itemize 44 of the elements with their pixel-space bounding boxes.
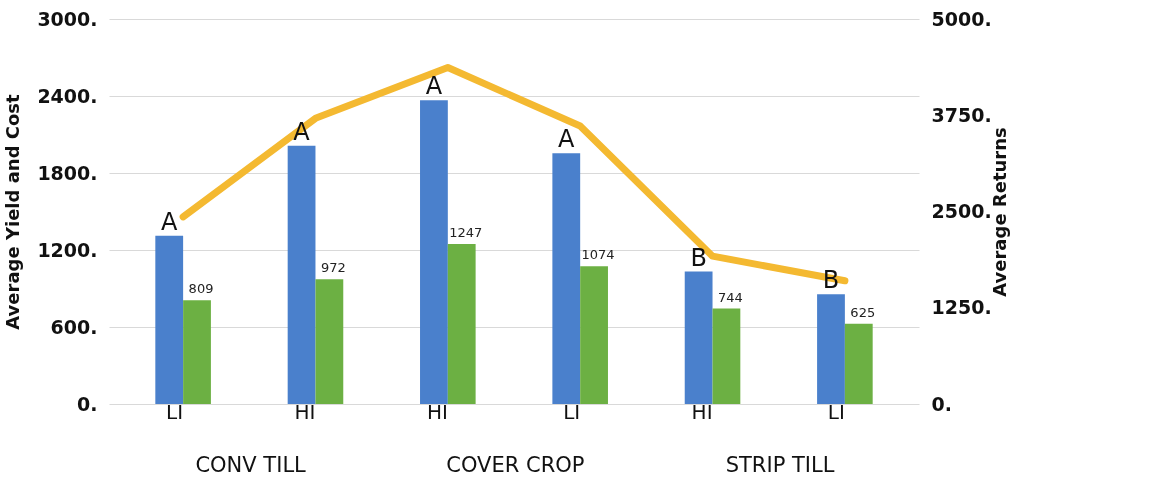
y2-tick-label: 3750.	[931, 103, 992, 126]
data-label: 809	[188, 281, 214, 297]
data-label: A	[161, 207, 179, 236]
bar	[684, 271, 713, 404]
bar	[817, 294, 845, 404]
data-label: 1247	[449, 224, 483, 240]
bar	[844, 323, 873, 404]
x-tick-label: LI	[563, 399, 581, 424]
y-tick-label: 1200.	[37, 238, 98, 261]
x-tick-label: LI	[827, 399, 845, 424]
y-tick-label: 3000.	[37, 7, 98, 30]
bar	[183, 300, 211, 404]
y-tick-label: 2400.	[37, 84, 98, 107]
y2-tick-label: 5000.	[931, 7, 992, 30]
x-tick-label: LI	[166, 399, 184, 424]
x-tick-label: HI	[691, 399, 713, 424]
data-label: B	[690, 243, 707, 272]
data-label: 1074	[581, 247, 615, 263]
text: CONV TILL	[195, 453, 307, 477]
y2-tick-label: 2500.	[931, 200, 992, 222]
y2-tick-label: 0.	[931, 392, 952, 415]
bar	[552, 153, 581, 404]
y-tick-label: 600.	[50, 315, 98, 338]
x-tick-label: HI	[294, 399, 316, 424]
y-axis-title: Average Yield and Cost	[2, 93, 24, 330]
x-tick-label: HI	[426, 399, 448, 424]
bar	[155, 235, 184, 404]
data-label: A	[425, 72, 443, 101]
y2-tick-label: 1250.	[931, 296, 992, 319]
data-label: A	[558, 125, 576, 154]
bar	[315, 279, 344, 404]
text: STRIP TILL	[725, 453, 835, 477]
y-tick-label: 1800.	[37, 161, 98, 184]
data-label: 744	[718, 289, 743, 305]
bar	[712, 308, 741, 404]
text: COVER CROP	[446, 453, 585, 477]
bar	[580, 266, 608, 404]
data-label: A	[293, 117, 311, 146]
y-tick-label: 0.	[77, 392, 98, 415]
bar	[287, 145, 316, 404]
data-label: 972	[320, 260, 346, 276]
data-label: 625	[850, 304, 876, 320]
bar	[447, 243, 476, 404]
bar	[420, 100, 448, 404]
